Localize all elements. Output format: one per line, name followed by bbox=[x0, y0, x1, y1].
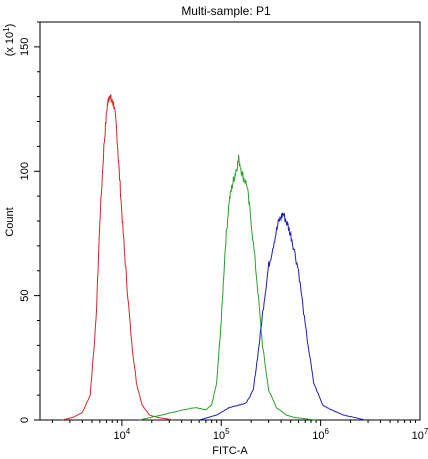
y-multiplier-exponent: 1 bbox=[2, 27, 11, 32]
x-tick-label: 106 bbox=[312, 427, 329, 442]
x-axis: 104 105 106 107 bbox=[51, 420, 428, 442]
y-tick-label: 50 bbox=[19, 290, 31, 302]
series-line-2 bbox=[139, 154, 317, 421]
x-tick-label: 105 bbox=[213, 427, 230, 442]
x-tick-label: 107 bbox=[412, 427, 428, 442]
y-axis: 0 50 100 150 bbox=[19, 21, 40, 423]
y-multiplier-prefix: (x 10 bbox=[4, 32, 16, 56]
y-tick-label: 150 bbox=[19, 38, 31, 56]
y-axis-label: Count bbox=[4, 207, 16, 236]
y-tick-label: 0 bbox=[19, 417, 31, 423]
series-line-3 bbox=[199, 211, 366, 421]
y-tick-label: 100 bbox=[19, 162, 31, 180]
series-line-1 bbox=[61, 94, 174, 421]
plot-frame bbox=[39, 21, 421, 421]
x-axis-label: FITC-A bbox=[212, 445, 248, 457]
series-layer bbox=[61, 94, 366, 421]
chart-title: Multi-sample: P1 bbox=[181, 4, 271, 18]
y-axis-multiplier: (x 101) bbox=[2, 24, 16, 57]
x-tick-label: 104 bbox=[114, 427, 131, 442]
y-multiplier-suffix: ) bbox=[4, 24, 16, 28]
